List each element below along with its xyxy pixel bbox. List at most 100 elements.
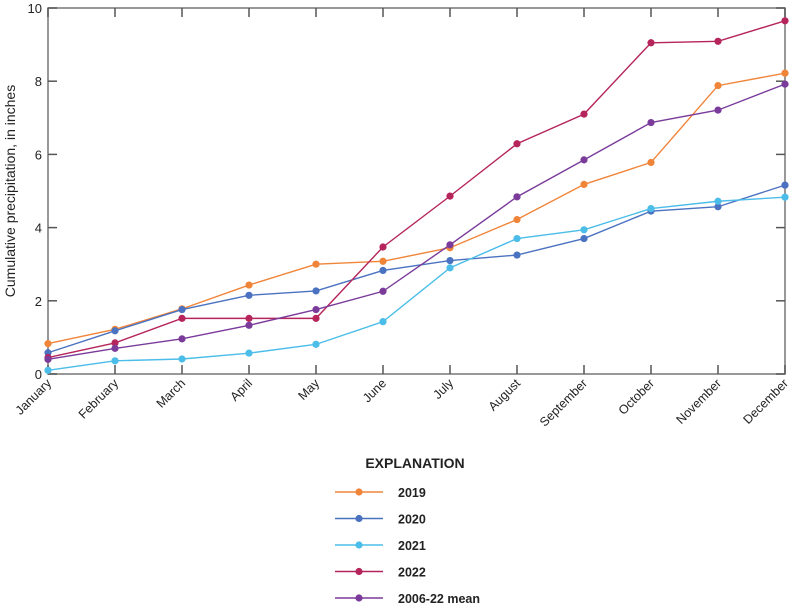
series-line (47, 72, 786, 345)
legend-marker (355, 541, 363, 549)
data-point (312, 305, 320, 314)
y-tick-label: 8 (35, 74, 42, 89)
legend-label: 2019 (398, 486, 426, 500)
data-point (245, 291, 253, 299)
data-point (111, 344, 119, 352)
series-lines (44, 17, 789, 374)
legend-marker (355, 514, 363, 523)
data-point (446, 241, 454, 249)
data-point (178, 305, 186, 314)
data-point (580, 110, 588, 118)
data-point (379, 257, 387, 265)
data-point (245, 314, 253, 322)
x-tick-label: December (740, 376, 791, 427)
x-tick-label: April (228, 376, 256, 404)
x-tick-label: January (13, 376, 55, 418)
data-point (178, 335, 186, 343)
legend-label: 2020 (398, 513, 426, 527)
series-2021 (44, 193, 789, 374)
data-point (513, 215, 521, 224)
data-point (781, 69, 789, 77)
data-point (379, 287, 387, 295)
axes: 0 2 4 6 8 10 January February March April May June J… (13, 1, 791, 429)
legend-label: 2006-22 mean (398, 592, 480, 606)
legend: 2019 2020 2021 2022 2006-22 mean (335, 486, 480, 606)
y-tick-label: 0 (35, 367, 42, 382)
data-point (44, 355, 52, 363)
x-tick-label: March (154, 376, 188, 410)
data-point (714, 106, 722, 114)
data-point (178, 314, 186, 322)
y-tick-label: 6 (35, 147, 42, 162)
data-point (513, 234, 521, 243)
data-point (781, 80, 789, 88)
data-point (446, 264, 454, 272)
x-tick-label: July (430, 376, 456, 402)
data-point (44, 340, 52, 348)
series-2020 (44, 181, 789, 357)
x-tick-label: November (673, 376, 724, 427)
y-axis-label: Cumulative precipitation, in inches (2, 85, 18, 297)
data-point (714, 81, 722, 90)
legend-item: 2019 (335, 486, 426, 500)
data-point (379, 266, 387, 275)
data-point (111, 327, 119, 335)
series-line (47, 83, 786, 361)
series-2006-22-mean (44, 80, 789, 363)
data-point (714, 197, 722, 205)
data-point (379, 318, 387, 326)
data-point (312, 340, 320, 348)
series-line (47, 184, 786, 354)
legend-marker (355, 567, 363, 576)
data-point (781, 17, 789, 25)
data-point (647, 39, 655, 47)
data-point (714, 203, 722, 211)
series-2022 (44, 17, 789, 362)
data-point (580, 226, 588, 234)
x-tick-label: October (616, 376, 657, 417)
data-point (446, 256, 454, 265)
legend-title: EXPLANATION (365, 455, 464, 471)
legend-item: 2021 (335, 539, 426, 553)
y-tick-label: 4 (35, 221, 42, 236)
data-point (245, 281, 253, 289)
series-line (47, 196, 786, 372)
data-point (44, 366, 52, 374)
data-point (513, 193, 521, 201)
data-point (580, 180, 588, 189)
data-point (513, 251, 521, 259)
x-tick-label: May (296, 376, 323, 403)
series-line (47, 20, 786, 359)
data-point (513, 140, 521, 148)
data-point (312, 260, 320, 268)
legend-item: 2006-22 mean (335, 592, 480, 606)
plot-frame (47, 7, 786, 375)
data-point (312, 314, 320, 322)
legend-item: 2022 (335, 566, 426, 580)
legend-marker (355, 488, 363, 496)
y-tick-label: 2 (35, 294, 42, 309)
data-point (647, 158, 655, 167)
data-point (111, 357, 119, 365)
data-point (178, 355, 186, 363)
legend-label: 2021 (398, 539, 426, 553)
series-2019 (44, 69, 789, 348)
data-point (647, 118, 655, 127)
data-point (580, 234, 588, 243)
data-point (714, 37, 722, 45)
data-point (312, 287, 320, 295)
x-tick-label: August (486, 376, 524, 414)
x-tick-label: February (76, 376, 122, 422)
data-point (245, 349, 253, 357)
data-point (647, 204, 655, 213)
data-point (379, 243, 387, 251)
data-point (580, 156, 588, 164)
x-tick-label: September (537, 376, 590, 429)
data-point (781, 193, 789, 201)
data-point (111, 339, 119, 347)
data-point (446, 192, 454, 200)
x-tick-label: June (360, 376, 389, 405)
legend-marker (355, 594, 363, 602)
legend-label: 2022 (398, 566, 426, 580)
